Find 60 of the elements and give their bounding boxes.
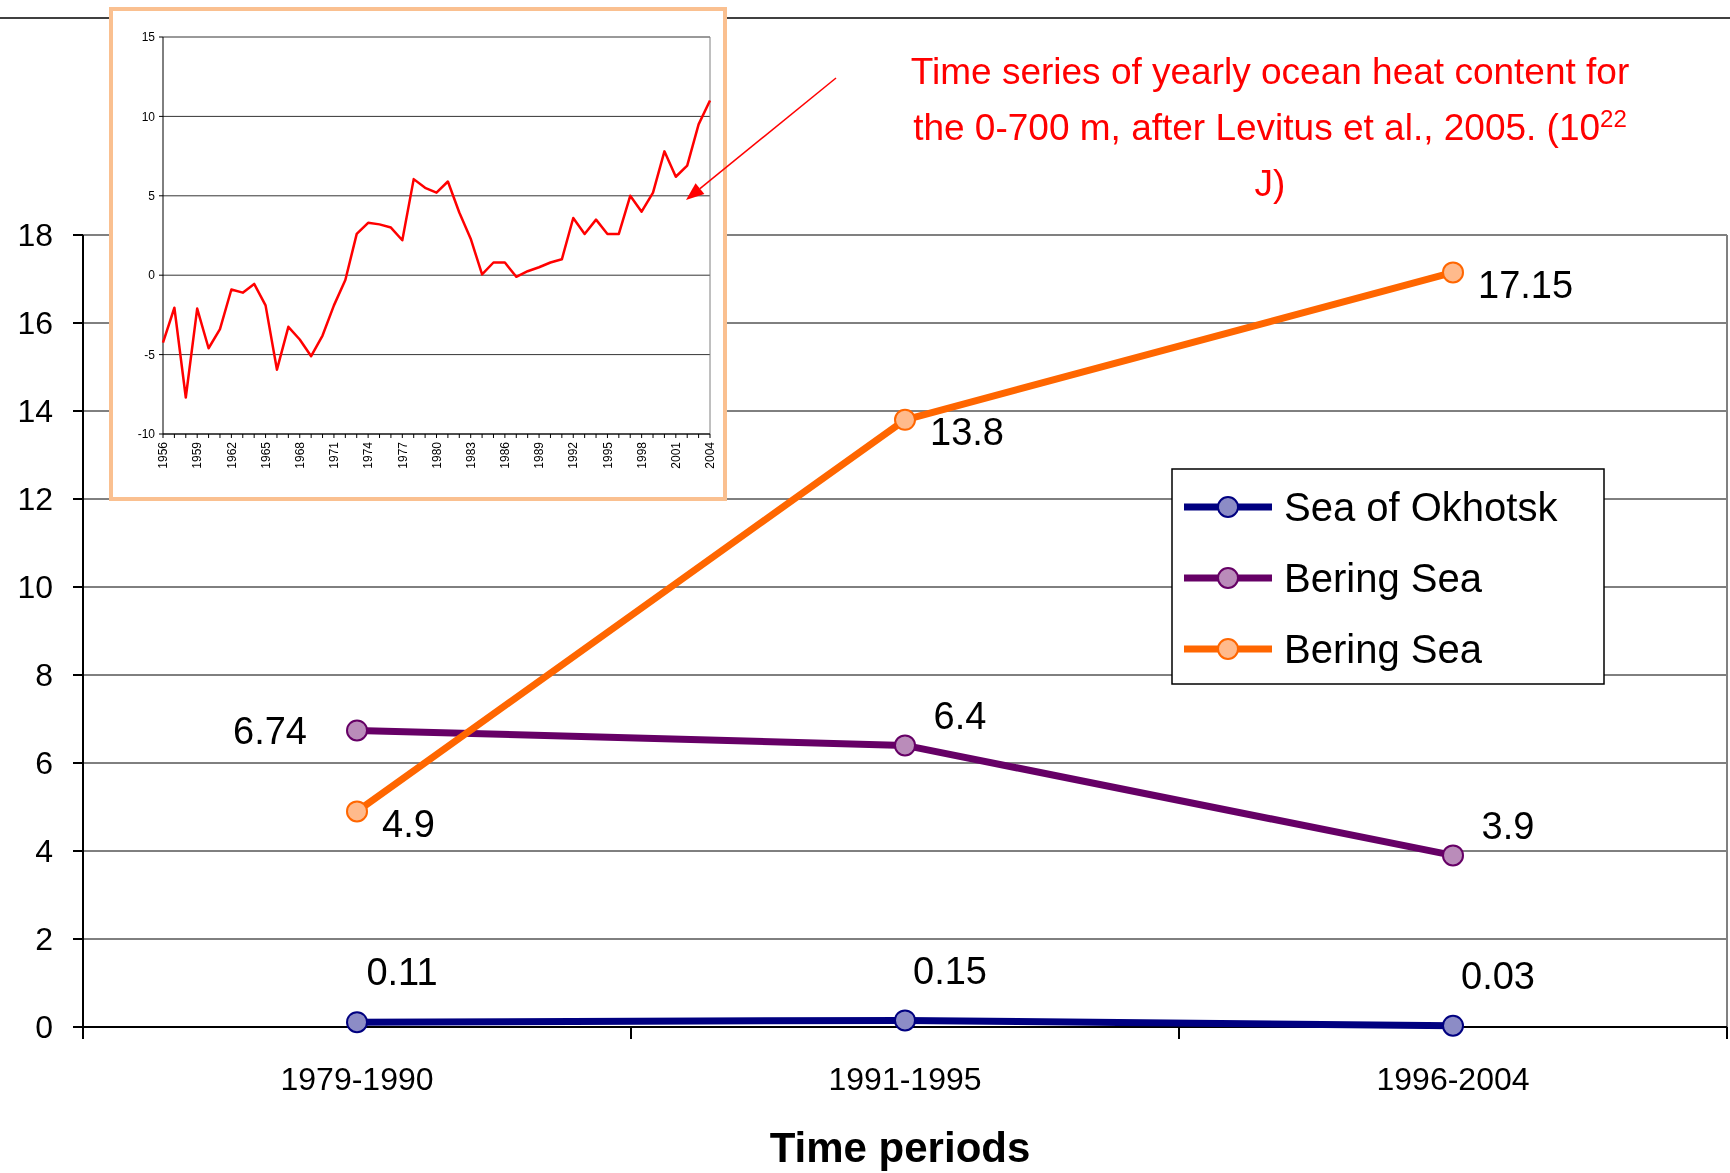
point: [1442, 1014, 1464, 1037]
legend-label: Bering Sea: [1284, 556, 1483, 600]
point: [346, 800, 368, 823]
y-tick-label: -10: [137, 427, 156, 442]
data-label: 0.11: [366, 951, 438, 994]
x-tick-label: 1962: [224, 441, 239, 469]
x-tick-label: 1956: [156, 441, 171, 469]
data-label: 13.8: [930, 411, 1004, 454]
data-label: 0.15: [913, 949, 987, 992]
x-tick-label: 1998: [634, 441, 649, 469]
y-tick-label: 16: [17, 305, 53, 342]
y-tick-label: 6: [35, 745, 53, 782]
point: [894, 734, 916, 757]
y-tick-label: 4: [35, 833, 53, 870]
data-label: 4.9: [382, 802, 435, 845]
x-tick-label: 1974: [361, 441, 376, 469]
data-label: 6.74: [233, 709, 307, 752]
y-tick-label: 12: [17, 481, 53, 518]
point: [894, 408, 916, 431]
x-tick-label: 1991-1995: [828, 1061, 982, 1097]
point: [894, 1009, 916, 1032]
y-tick-label: 10: [141, 109, 156, 124]
data-label: 3.9: [1481, 804, 1535, 847]
y-tick-label: 0: [35, 1009, 53, 1046]
y-tick-label: 8: [35, 657, 53, 694]
x-tick-label: 1995: [600, 441, 615, 469]
y-tick-label: 14: [17, 393, 53, 430]
point: [346, 1011, 368, 1034]
point: [1442, 844, 1464, 867]
y-tick-label: -5: [144, 347, 156, 362]
y-tick-label: 15: [141, 30, 156, 45]
x-tick-label: 1989: [532, 441, 547, 469]
x-tick-label: 1983: [463, 441, 478, 469]
line-series: [161, 99, 712, 399]
x-tick-label: 1980: [429, 441, 444, 469]
point: [346, 719, 368, 742]
x-tick-label: 1986: [498, 441, 513, 469]
y-tick-label: 10: [17, 569, 53, 606]
x-tick-label: 1968: [292, 441, 307, 469]
x-tick-label: 1996-2004: [1376, 1061, 1530, 1097]
x-tick-label: 2004: [703, 441, 718, 469]
y-tick-label: 2: [35, 921, 53, 958]
x-tick-label: 1965: [258, 441, 273, 469]
legend-label: Bering Sea: [1284, 627, 1483, 671]
y-tick-label: 0: [148, 268, 156, 283]
point: [1442, 261, 1464, 284]
legend-label: Sea of Okhotsk: [1284, 485, 1559, 529]
x-tick-label: 1979-1990: [280, 1061, 434, 1097]
x-tick-label: 1959: [190, 441, 205, 469]
x-tick-label: 1992: [566, 441, 581, 469]
y-tick-label: 18: [17, 217, 53, 254]
y-tick-label: 5: [148, 189, 156, 203]
data-label: 0.03: [1461, 954, 1535, 997]
text: Time series of yearly ocean heat content for the 0-700 m, after Levitus et al., 2005. (10$^{22}$ J): [910, 51, 1630, 204]
x-tick-label: 1977: [395, 441, 410, 469]
x-axis-title: Time periods: [769, 1124, 1031, 1171]
data-label: 6.4: [933, 694, 987, 737]
data-label: 17.15: [1478, 263, 1574, 306]
x-tick-label: 2001: [669, 441, 684, 469]
x-tick-label: 1971: [327, 441, 342, 469]
